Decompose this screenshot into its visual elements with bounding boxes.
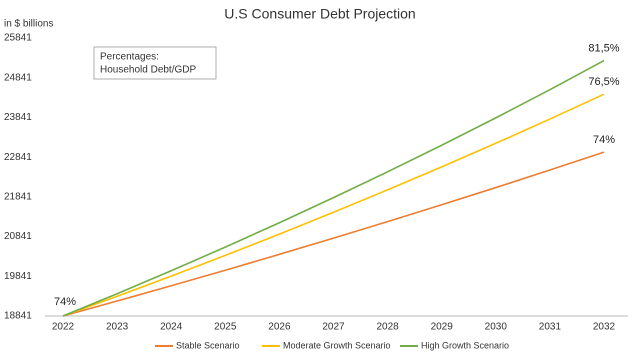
text-box-line: Household Debt/GDP	[100, 65, 196, 76]
x-tick-label: 2032	[593, 322, 616, 333]
series-line	[62, 93, 605, 317]
y-tick-label: 21841	[4, 191, 32, 202]
y-tick-label: 23841	[4, 112, 32, 123]
chart-title: U.S Consumer Debt Projection	[224, 6, 415, 22]
x-tick-label: 2025	[214, 322, 237, 333]
annotation: 81,5%	[588, 43, 619, 55]
annotation: 74%	[593, 134, 615, 146]
x-tick-label: 2031	[539, 322, 562, 333]
legend-label: Moderate Growth Scenario	[283, 340, 391, 350]
legend-label: High Growth Scenario	[421, 340, 509, 350]
y-tick-label: 19841	[4, 271, 32, 282]
x-tick-label: 2029	[431, 322, 454, 333]
text-box-line: Percentages:	[100, 52, 159, 63]
y-tick-label: 20841	[4, 231, 32, 242]
x-tick-label: 2027	[322, 322, 345, 333]
annotation: 74%	[54, 296, 76, 308]
text-box	[93, 46, 217, 80]
x-tick-label: 2026	[268, 322, 291, 333]
y-tick-label: 24841	[4, 72, 32, 83]
y-tick-label: 25841	[4, 33, 32, 44]
x-tick-label: 2022	[52, 322, 75, 333]
x-tick-label: 2024	[160, 322, 183, 333]
y-axis-label: in $ billions	[4, 19, 53, 30]
x-tick-label: 2030	[485, 322, 508, 333]
y-tick-label: 18841	[4, 311, 32, 322]
series-line	[62, 151, 605, 317]
series-line	[62, 59, 605, 317]
x-tick-label: 2023	[106, 322, 129, 333]
legend-label: Stable Scenario	[176, 340, 240, 350]
x-tick-label: 2028	[376, 322, 399, 333]
annotation: 76,5%	[588, 76, 619, 88]
y-tick-label: 22841	[4, 152, 32, 163]
